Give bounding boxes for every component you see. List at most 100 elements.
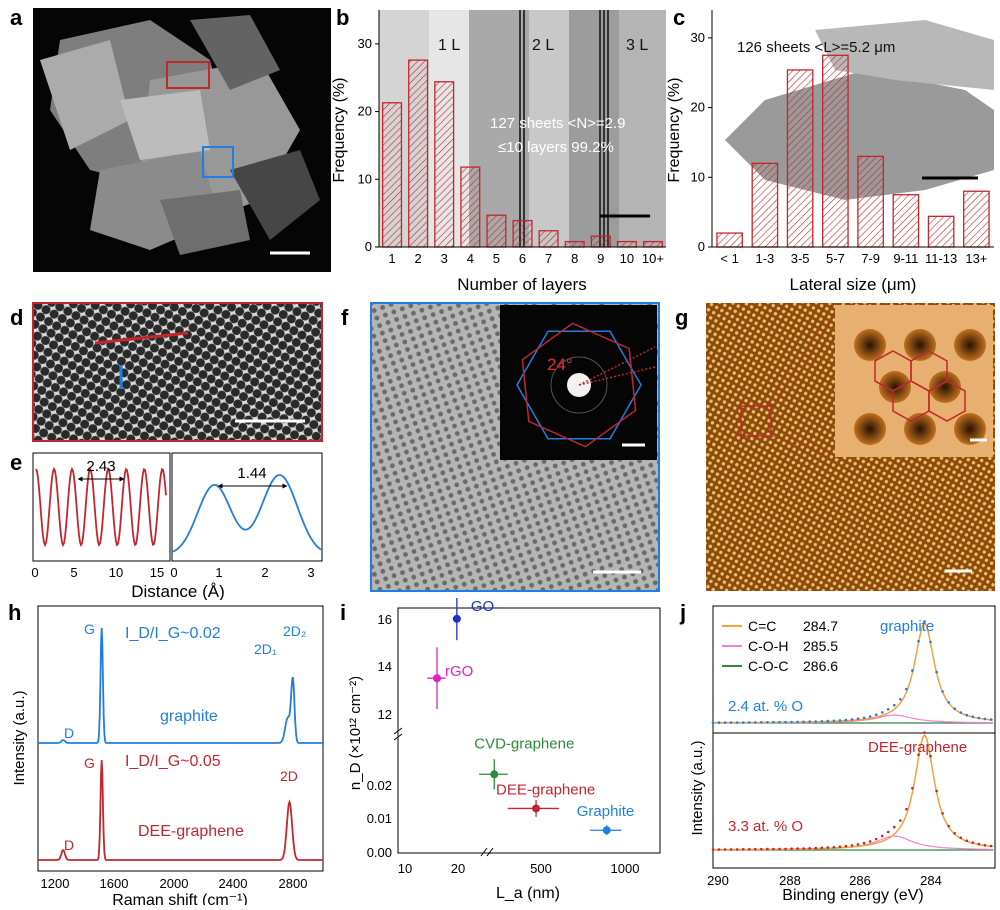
x-ticks: 290 288 286 284 bbox=[707, 873, 942, 888]
x-axis-title: Lateral size (μm) bbox=[790, 275, 917, 294]
left-profile-frame bbox=[32, 452, 171, 562]
data-point bbox=[971, 715, 975, 719]
point-DEE-graphene bbox=[532, 804, 541, 813]
zoom-line-1 bbox=[770, 314, 836, 407]
red-profile-line bbox=[94, 331, 189, 345]
panel-e-svg: e 2.43 1.44 0 5 10 15 0 1 2 3 Distance (… bbox=[10, 450, 323, 601]
data-point bbox=[778, 847, 781, 851]
data-point bbox=[772, 720, 775, 724]
blue-intensity-profile bbox=[172, 474, 322, 553]
x-tick-label: 3-5 bbox=[791, 251, 810, 266]
y-tick-label: 0 bbox=[365, 239, 372, 254]
bar-9 bbox=[590, 235, 611, 248]
y-tick-label: 0 bbox=[698, 239, 705, 254]
panel-e-letter: e bbox=[10, 450, 22, 475]
data-point bbox=[832, 845, 836, 849]
y-tick-label: 30 bbox=[358, 36, 372, 51]
left-x-ticks: 0 5 10 15 bbox=[31, 565, 164, 580]
y-axis-title: Intensity (a.u.) bbox=[689, 740, 706, 835]
angle-line-2 bbox=[578, 366, 656, 386]
data-point bbox=[947, 824, 950, 828]
data-point bbox=[935, 670, 938, 674]
bar-1 bbox=[382, 102, 403, 248]
svg-text:1000: 1000 bbox=[611, 861, 640, 876]
x-tick-label: 5 bbox=[493, 251, 500, 266]
y-ticks-upper: 12 14 16 bbox=[378, 612, 392, 722]
bar-10+ bbox=[642, 240, 663, 248]
svg-text:3: 3 bbox=[307, 565, 314, 580]
data-point bbox=[729, 848, 733, 851]
data-point bbox=[989, 844, 993, 848]
data-point bbox=[766, 721, 769, 724]
top-sample-name: graphite bbox=[160, 708, 218, 725]
c-o-h-component bbox=[713, 835, 993, 851]
x-tick-label: 8 bbox=[571, 251, 578, 266]
y-axis-title: Intensity (a.u.) bbox=[11, 690, 28, 785]
bar-6 bbox=[512, 219, 533, 248]
data-point bbox=[844, 844, 848, 848]
top-ratio: I_D/I_G~0.02 bbox=[125, 625, 221, 642]
label-Graphite: Graphite bbox=[577, 803, 635, 820]
stats-line-2: ≤10 layers 99.2% bbox=[498, 139, 614, 156]
svg-text:5: 5 bbox=[70, 565, 77, 580]
svg-text:C-O-C: C-O-C bbox=[748, 658, 788, 674]
data-point bbox=[977, 716, 981, 720]
stats-line-1: 127 sheets <N>=2.9 bbox=[490, 115, 626, 132]
svg-text:284: 284 bbox=[920, 873, 942, 888]
x-tick-label: 4 bbox=[467, 251, 474, 266]
data-point bbox=[808, 720, 811, 723]
top-oxygen: 2.4 at. % O bbox=[728, 698, 803, 715]
point-CVD-graphene bbox=[490, 770, 499, 779]
data-point bbox=[717, 848, 721, 851]
svg-text:0.01: 0.01 bbox=[367, 811, 392, 826]
panel-c: c 126 sheets <L>=5.2 μm < 1 1-3 3-5 5-7 7-9 9… bbox=[665, 0, 1000, 300]
data-point bbox=[717, 721, 721, 724]
panel-d: d bbox=[0, 295, 330, 445]
bar-10 bbox=[616, 240, 637, 248]
data-point bbox=[844, 718, 848, 722]
svg-text:2800: 2800 bbox=[279, 876, 308, 891]
data-point bbox=[735, 848, 739, 851]
bar-5-7 bbox=[822, 54, 849, 248]
data-point bbox=[886, 830, 890, 834]
data-point bbox=[760, 847, 763, 851]
svg-text:D: D bbox=[64, 725, 74, 741]
data-point bbox=[983, 717, 987, 721]
svg-text:D: D bbox=[64, 837, 74, 853]
data-point bbox=[729, 721, 733, 724]
data-point bbox=[911, 669, 914, 672]
svg-text:G: G bbox=[84, 755, 95, 771]
svg-text:0: 0 bbox=[31, 565, 38, 580]
panel-j-letter: j bbox=[679, 600, 686, 625]
data-point bbox=[880, 834, 884, 838]
point-Graphite bbox=[602, 826, 611, 835]
data-point bbox=[989, 718, 993, 721]
data-point bbox=[965, 839, 969, 842]
bottom-ratio: I_D/I_G~0.05 bbox=[125, 753, 221, 770]
panel-f-svg: f 24° bbox=[341, 302, 660, 592]
panel-a-letter: a bbox=[10, 5, 23, 30]
right-x-ticks: 0 1 2 3 bbox=[170, 565, 314, 580]
panel-i: i GO rGO CVD-graphene DEE-graphene Graphite … bbox=[338, 597, 668, 905]
x-ticks: 1200 1600 2000 2400 2800 bbox=[41, 876, 308, 891]
x-tick-label: 3 bbox=[441, 251, 448, 266]
bar-7-9 bbox=[857, 155, 884, 248]
label-rGO: rGO bbox=[445, 663, 473, 680]
x-tick-label: 1 bbox=[388, 251, 395, 266]
svg-text:12: 12 bbox=[378, 707, 392, 722]
bottom-oxygen: 3.3 at. % O bbox=[728, 818, 803, 835]
panel-g-svg: g bbox=[675, 303, 995, 591]
data-point bbox=[754, 847, 757, 851]
svg-text:16: 16 bbox=[378, 612, 392, 627]
data-point bbox=[880, 711, 884, 714]
data-point bbox=[929, 640, 932, 644]
x-tick-label: 1-3 bbox=[755, 251, 774, 266]
scatter-points: GO rGO CVD-graphene DEE-graphene Graphite bbox=[427, 597, 635, 836]
panel-e: e 2.43 1.44 0 5 10 15 0 1 2 3 Distance (… bbox=[0, 445, 330, 601]
data-point bbox=[748, 721, 751, 724]
svg-text:288: 288 bbox=[779, 873, 801, 888]
data-point bbox=[766, 847, 769, 851]
zoom-line-2 bbox=[770, 435, 836, 456]
data-point bbox=[832, 719, 836, 723]
y-tick-label: 10 bbox=[358, 171, 372, 186]
